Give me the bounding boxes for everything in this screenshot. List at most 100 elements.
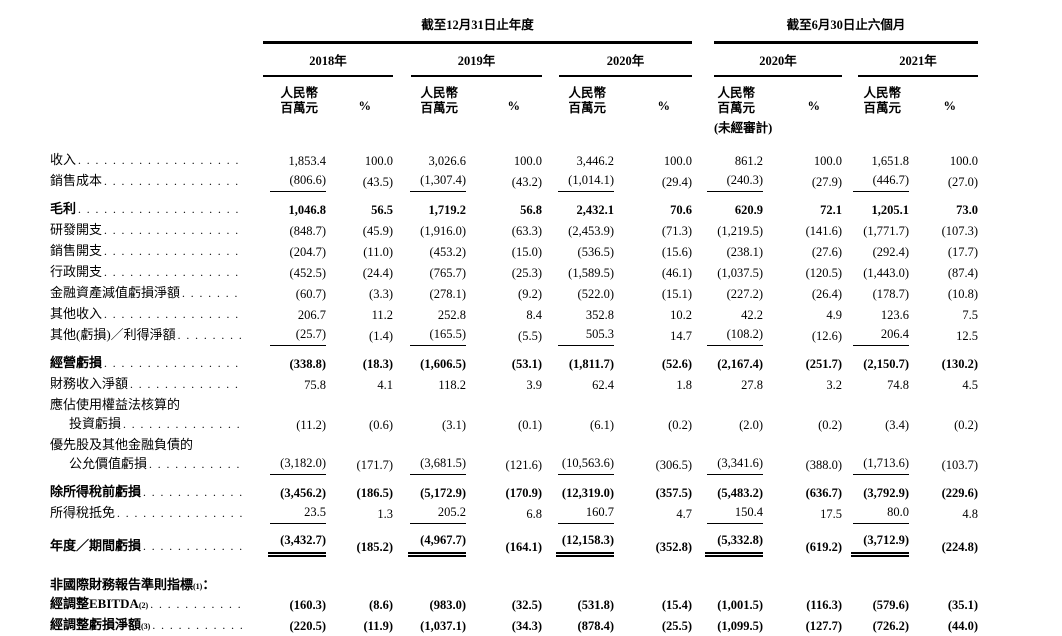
value: (178.7) — [872, 287, 910, 301]
value: 205.2 — [410, 503, 466, 524]
value: (27.9) — [811, 175, 843, 189]
value: 12.5 — [956, 329, 979, 343]
dot-leader — [78, 200, 244, 220]
row-label-text: 銷售開支 — [50, 243, 103, 258]
value-cell: (12,158.3) — [544, 524, 616, 557]
value: 861.2 — [734, 154, 764, 168]
dot-leader — [150, 595, 244, 615]
value: (165.5) — [410, 325, 466, 346]
row-label-cell: 非國際財務報告準則指標 (1)： — [50, 557, 250, 594]
dot-leader — [104, 172, 244, 192]
value-cell: (15.1) — [616, 283, 694, 304]
row-label: 毛利 — [50, 199, 248, 220]
row-label-text: 應佔使用權益法核算的 — [50, 397, 181, 412]
value: (108.2) — [707, 325, 764, 346]
value: (220.5) — [289, 619, 326, 633]
value-cell: 3.9 — [468, 374, 544, 395]
value: (224.8) — [941, 540, 979, 554]
value-cell: (536.5) — [544, 241, 616, 262]
value-cell: (15.6) — [616, 241, 694, 262]
dot-leader — [104, 221, 244, 241]
unit-line2: 百萬元 — [717, 101, 756, 115]
value: (12,319.0) — [561, 486, 614, 500]
value: (204.7) — [289, 245, 326, 259]
value: (1,589.5) — [568, 266, 614, 280]
value-cell: (5,172.9) — [395, 475, 468, 503]
value-cell: (12,319.0) — [544, 475, 616, 503]
value-cell: 3,446.2 — [544, 138, 616, 171]
row-label-suffix: ： — [202, 577, 216, 592]
value: 1,719.2 — [428, 203, 467, 217]
table-row: 年度／期間虧損 (3,432.7) (185.2) (4,967.7) (164.1) (… — [50, 524, 980, 557]
value-cell: 100.0 — [911, 138, 980, 171]
value-cell: (43.2) — [468, 171, 544, 192]
row-label-text: 公允價值虧損 — [69, 456, 148, 471]
table-row: 毛利 1,046.8 56.5 1,719.2 56.8 2,432.1 70.6 620.9… — [50, 192, 980, 220]
value-cell: 42.2 — [694, 304, 765, 325]
value-cell: (27.9) — [765, 171, 844, 192]
value-cell: (3.3) — [328, 283, 395, 304]
value-cell: (1,037.1) — [395, 615, 468, 636]
value-cell: 2,432.1 — [544, 192, 616, 220]
value: (3.4) — [885, 418, 910, 432]
value: (1,219.5) — [717, 224, 764, 238]
value-cell: (619.2) — [765, 524, 844, 557]
value-cell: (1,771.7) — [844, 220, 911, 241]
row-label-text: 除所得稅前虧損 — [50, 484, 142, 499]
value: 1,205.1 — [871, 203, 910, 217]
value: (388.0) — [805, 458, 843, 472]
row-label-cell: 除所得稅前虧損 — [50, 475, 250, 503]
value: (44.0) — [947, 619, 979, 633]
value: (2,167.4) — [717, 357, 764, 371]
unit-line2: 百萬元 — [863, 101, 902, 115]
value-cell: (278.1) — [395, 283, 468, 304]
blank-cell — [250, 557, 980, 594]
value: 10.2 — [670, 308, 693, 322]
financial-summary-table: 截至12月31日止年度 截至6月30日止六個月 2018年 2019年 2020年 202… — [50, 16, 980, 636]
value: (1,443.0) — [863, 266, 910, 280]
value: (726.2) — [872, 619, 910, 633]
value: 206.4 — [853, 325, 910, 346]
value: (170.9) — [505, 486, 542, 500]
value: 3,026.6 — [428, 154, 467, 168]
value-cell: (306.5) — [616, 454, 694, 475]
value-cell: (34.3) — [468, 615, 544, 636]
blank-cell — [250, 116, 694, 138]
value-cell: (983.0) — [395, 594, 468, 615]
period-group-header: 截至6月30日止六個月 — [694, 16, 980, 44]
year-title: 2020年 — [714, 52, 843, 77]
unit-line2: 百萬元 — [420, 101, 458, 115]
value: (238.1) — [726, 245, 764, 259]
value: 27.8 — [741, 378, 764, 392]
table-row: 收入 1,853.4 100.0 3,026.6 100.0 3,446.2 100.0 86… — [50, 138, 980, 171]
value-cell: (10,563.6) — [544, 454, 616, 475]
year-title: 2018年 — [263, 52, 393, 77]
value-cell: 205.2 — [395, 503, 468, 524]
value-cell: (32.5) — [468, 594, 544, 615]
value: 42.2 — [741, 308, 764, 322]
value-cell: (1,589.5) — [544, 262, 616, 283]
dot-leader — [104, 263, 244, 283]
value-cell: (220.5) — [250, 615, 328, 636]
row-label-cell: 年度／期間虧損 — [50, 524, 250, 557]
value: (164.1) — [505, 540, 542, 554]
value-cell: (46.1) — [616, 262, 694, 283]
value-cell: (185.2) — [328, 524, 395, 557]
value: (848.7) — [289, 224, 326, 238]
row-label-text: 年度／期間虧損 — [50, 538, 142, 553]
value: (536.5) — [577, 245, 614, 259]
value-cell: (522.0) — [544, 283, 616, 304]
value-cell: (121.6) — [468, 454, 544, 475]
value: (34.3) — [511, 619, 542, 633]
blank-cell — [50, 77, 250, 116]
value: (278.1) — [429, 287, 466, 301]
value-cell: (251.7) — [765, 346, 844, 374]
row-label: 行政開支 — [50, 262, 248, 283]
table-row: 除所得稅前虧損 (3,456.2) (186.5) (5,172.9) (170.9) (… — [50, 475, 980, 503]
value: 505.3 — [558, 325, 614, 346]
dot-leader — [143, 483, 244, 503]
value-cell: (71.3) — [616, 220, 694, 241]
row-label-text: 經營虧損 — [50, 355, 103, 370]
table-row: 公允價值虧損 (3,182.0) (171.7) (3,681.5) (121.6) (1… — [50, 454, 980, 475]
value-cell: 4.5 — [911, 374, 980, 395]
